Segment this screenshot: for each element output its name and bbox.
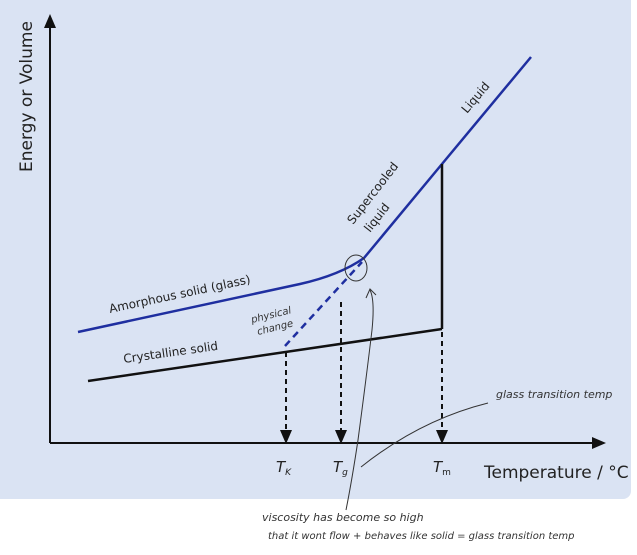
annotation-arrow-curve xyxy=(345,289,374,511)
glass-transition-pointer xyxy=(360,402,489,468)
tg-label: Tg xyxy=(333,458,348,478)
diagram-background xyxy=(0,0,631,499)
annotation-arrowhead xyxy=(365,288,377,299)
tm-label: Tm xyxy=(433,458,451,478)
supercooled-extrapolation xyxy=(284,261,363,347)
y-axis-label: Energy or Volume xyxy=(17,21,37,172)
x-axis-label: Temperature / °C xyxy=(483,463,629,483)
tk-label: TK xyxy=(276,458,292,478)
crystalline-line xyxy=(87,327,443,383)
glass-liquid-curve xyxy=(77,56,532,334)
glass-transition-circle xyxy=(344,254,368,282)
glass-transition-note: glass transition temp xyxy=(496,388,612,401)
crystalline-label: Crystalline solid xyxy=(122,339,218,366)
viscosity-note-1: viscosity has become so high xyxy=(262,511,424,524)
viscosity-note-2: that it wont flow + behaves like solid =… xyxy=(268,531,575,542)
